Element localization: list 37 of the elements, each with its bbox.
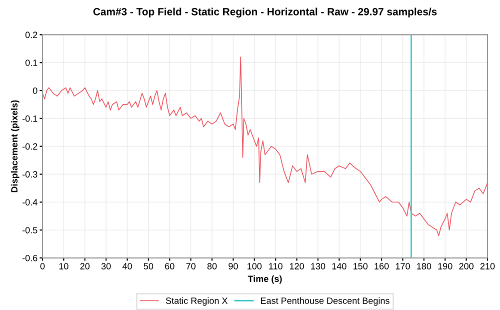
x-tick-label: 200: [459, 263, 474, 270]
y-tick-label: 0.1: [25, 60, 38, 66]
x-tick-label: 160: [374, 263, 389, 270]
x-tick-label: 10: [59, 263, 68, 270]
legend-label: Static Region X: [166, 297, 228, 306]
x-tick-label: 90: [228, 263, 238, 270]
y-tick-label: -0.2: [22, 143, 38, 150]
y-axis-title: Displacement (pixels): [10, 100, 20, 192]
line-series: [42, 56, 488, 236]
y-tick-label: -0.5: [22, 226, 38, 234]
y-tick-label: -0.4: [22, 199, 38, 206]
x-tick-label: 150: [354, 263, 368, 270]
x-tick-label: 180: [417, 263, 432, 270]
x-tick-label: 60: [165, 263, 174, 270]
x-axis-title: Time (s): [248, 275, 282, 284]
y-tick-label: 0: [32, 87, 38, 94]
y-tick-label: -0.6: [22, 254, 38, 262]
x-tick-label: 30: [101, 263, 111, 270]
y-tick-label: -0.3: [22, 171, 38, 178]
x-tick-label: 130: [311, 263, 326, 270]
x-tick-label: 210: [480, 263, 495, 270]
x-tick-label: 110: [269, 263, 282, 270]
x-tick-label: 0: [40, 263, 45, 270]
x-tick-label: 100: [248, 263, 262, 270]
x-tick-label: 50: [144, 263, 154, 270]
x-tick-label: 70: [186, 263, 196, 270]
chart-title: Cam#3 - Top Field - Static Region - Horizontal - Raw - 29.97 samples/s: [93, 8, 437, 18]
x-tick-label: 120: [290, 263, 304, 270]
legend-label: East Penthouse Descent Begins: [261, 297, 390, 306]
y-tick-label: 0.2: [25, 32, 38, 38]
x-tick-label: 140: [332, 263, 346, 270]
y-tick-label: -0.1: [22, 115, 38, 122]
x-tick-label: 80: [207, 263, 217, 270]
x-tick-label: 20: [80, 263, 90, 270]
x-tick-label: 170: [396, 263, 410, 270]
x-tick-label: 190: [438, 263, 452, 270]
x-tick-label: 40: [122, 263, 132, 270]
